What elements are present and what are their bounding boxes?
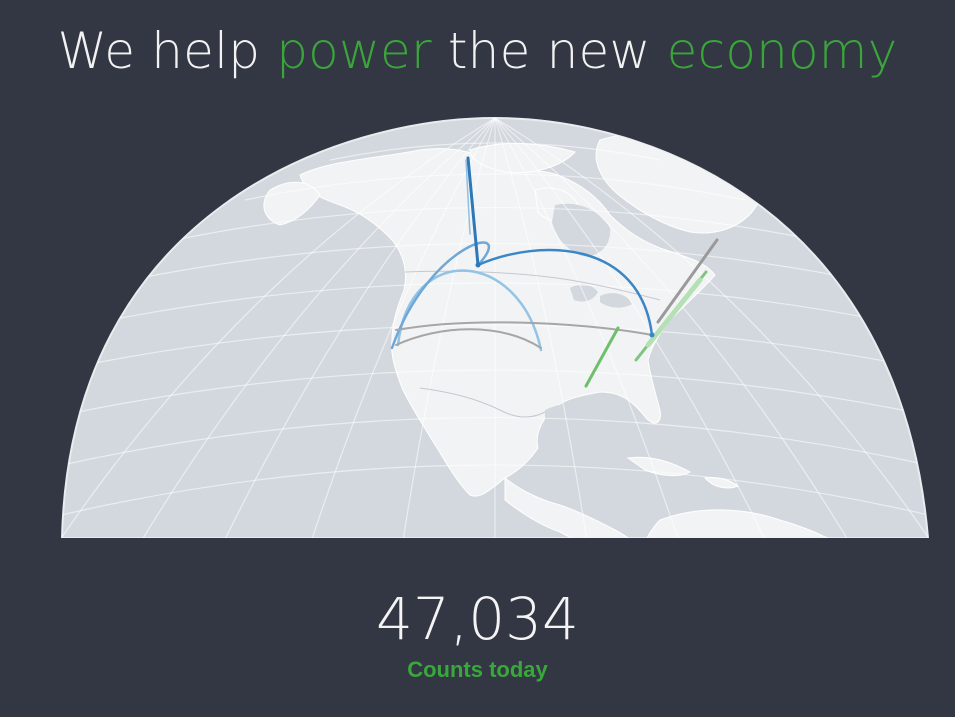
globe-bottom-edge [0,538,955,717]
route-vertical-blue [466,156,480,267]
route-green-3 [645,277,703,348]
headline-accent-economy: economy [666,22,898,80]
route-arc-blue [390,241,491,350]
border-us-mexico [419,387,546,418]
headline-text-2: the new [431,22,667,80]
route-green-1 [584,326,620,388]
route-gray-2 [395,328,542,349]
route-gray-northeast [656,238,719,324]
count-label: Counts today [407,657,548,682]
route-node-east [649,332,655,338]
route-arc-blue-east [476,248,654,337]
route-vertical-blue-shadow [465,159,471,235]
land-europe-edge [879,257,919,294]
count-value: 47,034 [376,585,579,653]
headline: We help power the new economy [0,22,955,80]
route-gray-1 [395,321,653,336]
headline-accent-power: power [276,22,432,80]
route-arc-light-blue [396,269,543,352]
land-central-america [504,476,641,538]
graticule [62,118,928,538]
great-lakes [570,284,632,308]
hudson-bay [552,203,611,257]
land-south-america [639,509,862,538]
headline-text-1: We help [57,22,277,80]
flight-routes [390,156,719,388]
route-node-chicago [475,262,481,268]
